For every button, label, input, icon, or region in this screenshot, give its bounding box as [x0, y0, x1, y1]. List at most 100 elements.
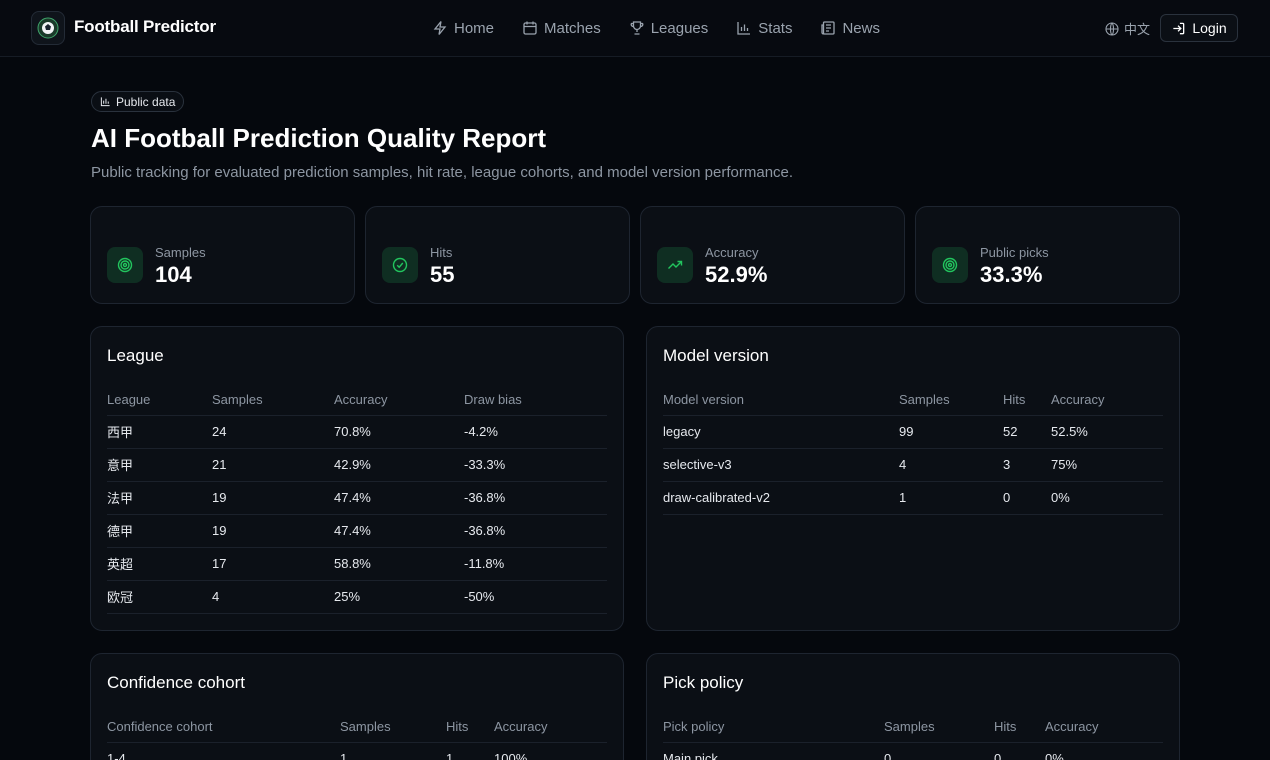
nav-matches[interactable]: Matches [522, 17, 601, 39]
nav-home[interactable]: Home [432, 17, 494, 39]
stat-value: 55 [430, 262, 455, 287]
table-cell: 英超 [107, 547, 212, 581]
check-circle-icon [382, 247, 418, 283]
table-cell: 70.8% [334, 415, 464, 449]
login-label: Login [1192, 20, 1227, 36]
panel-title: Pick policy [663, 673, 744, 692]
table-header-row: League Samples Accuracy Draw bias [107, 389, 607, 416]
table-cell: 58.8% [334, 547, 464, 581]
main-nav: Home Matches Leagues Stats News [432, 17, 908, 39]
top-navbar: Football Predictor Home Matches Leagues … [0, 0, 1270, 57]
page-subtitle: Public tracking for evaluated prediction… [91, 164, 794, 181]
table-cell: legacy [663, 415, 899, 449]
stat-card-accuracy: Accuracy 52.9% [640, 206, 905, 304]
nav-news-label: News [842, 19, 880, 37]
table-cell: 99 [899, 415, 1003, 449]
target-icon [107, 247, 143, 283]
calendar-icon [523, 21, 537, 35]
table-cell: 0 [884, 742, 994, 760]
column-header: Samples [212, 389, 334, 416]
column-header: Samples [884, 716, 994, 743]
league-table: League Samples Accuracy Draw bias 西甲 24 70… [107, 389, 607, 614]
panel-title: Model version [663, 346, 769, 365]
table-cell: -36.8% [464, 514, 607, 548]
table-cell: draw-calibrated-v2 [663, 481, 899, 515]
table-cell: 1-4 [107, 742, 340, 760]
newspaper-icon [821, 21, 836, 35]
table-cell: 17 [212, 547, 334, 581]
nav-stats[interactable]: Stats [736, 17, 792, 39]
table-cell: 47.4% [334, 481, 464, 515]
nav-news[interactable]: News [820, 17, 880, 39]
table-cell: 24 [212, 415, 334, 449]
table-cell: 47.4% [334, 514, 464, 548]
table-row: Main pick 0 0 0% [663, 742, 1163, 760]
table-header-row: Pick policy Samples Hits Accuracy [663, 716, 1163, 743]
table-row: 德甲 19 47.4% -36.8% [107, 514, 607, 548]
lightning-icon [433, 21, 447, 35]
column-header: Samples [340, 716, 446, 743]
table-cell: -11.8% [464, 547, 607, 581]
table-cell: 4 [899, 448, 1003, 482]
column-header: Draw bias [464, 389, 607, 416]
table-cell: 19 [212, 514, 334, 548]
table-cell: 1 [340, 742, 446, 760]
confidence-cohort-table: Confidence cohort Samples Hits Accuracy … [107, 716, 607, 760]
table-row: legacy 99 52 52.5% [663, 415, 1163, 449]
nav-matches-label: Matches [544, 19, 601, 37]
stat-label: Hits [430, 245, 453, 260]
trophy-icon [630, 21, 644, 35]
nav-leagues[interactable]: Leagues [629, 17, 708, 39]
panel-title: League [107, 346, 164, 365]
table-cell: 1 [899, 481, 1003, 515]
table-cell: 25% [334, 580, 464, 614]
badge-label: Public data [116, 94, 176, 109]
stat-value: 104 [155, 262, 192, 287]
column-header: Accuracy [494, 716, 607, 743]
stat-value: 33.3% [980, 262, 1043, 287]
table-cell: 欧冠 [107, 580, 212, 614]
column-header: League [107, 389, 212, 416]
model-version-table: Model version Samples Hits Accuracy lega… [663, 389, 1163, 515]
table-cell: 42.9% [334, 448, 464, 482]
table-cell: 法甲 [107, 481, 212, 515]
page-title: AI Football Prediction Quality Report [91, 123, 547, 153]
language-switcher[interactable]: 中文 [1105, 19, 1150, 38]
nav-home-label: Home [454, 19, 495, 37]
table-cell: 西甲 [107, 415, 212, 449]
stat-label: Accuracy [705, 245, 759, 260]
app-title[interactable]: Football Predictor [74, 17, 216, 36]
table-row: 1-4 1 1 100% [107, 742, 607, 760]
login-button[interactable]: Login [1160, 14, 1238, 42]
table-cell: -36.8% [464, 481, 607, 515]
stat-label: Samples [155, 245, 206, 260]
login-icon [1173, 22, 1185, 34]
column-header: Confidence cohort [107, 716, 340, 743]
target-icon [932, 247, 968, 283]
table-cell: 75% [1051, 448, 1163, 482]
nav-stats-label: Stats [758, 19, 793, 37]
table-row: selective-v3 4 3 75% [663, 448, 1163, 482]
table-cell: 0% [1051, 481, 1163, 515]
table-cell: 100% [494, 742, 607, 760]
table-cell: Main pick [663, 742, 884, 760]
table-row: draw-calibrated-v2 1 0 0% [663, 481, 1163, 515]
stat-card-public-picks: Public picks 33.3% [915, 206, 1180, 304]
table-row: 西甲 24 70.8% -4.2% [107, 415, 607, 449]
table-cell: -4.2% [464, 415, 607, 449]
column-header: Hits [1003, 389, 1051, 416]
table-cell: 意甲 [107, 448, 212, 482]
league-panel: League League Samples Accuracy Draw bias… [90, 326, 624, 631]
bar-chart-icon [737, 22, 751, 35]
table-row: 法甲 19 47.4% -36.8% [107, 481, 607, 515]
stat-label: Public picks [980, 245, 1049, 260]
column-header: Samples [899, 389, 1003, 416]
football-logo-icon[interactable] [31, 11, 65, 45]
table-row: 英超 17 58.8% -11.8% [107, 547, 607, 581]
column-header: Accuracy [1045, 716, 1163, 743]
trending-up-icon [657, 247, 693, 283]
column-header: Hits [446, 716, 494, 743]
table-cell: 0 [994, 742, 1045, 760]
column-header: Model version [663, 389, 899, 416]
table-cell: 21 [212, 448, 334, 482]
